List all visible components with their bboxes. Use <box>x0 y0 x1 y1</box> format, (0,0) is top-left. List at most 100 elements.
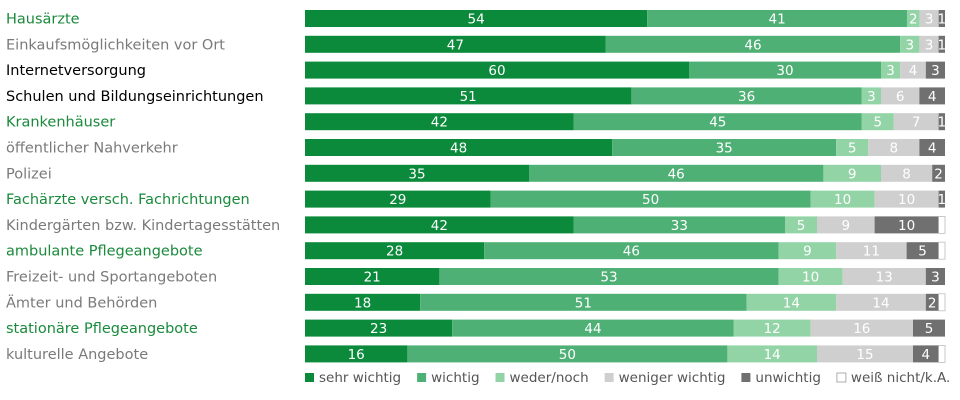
data-label: 29 <box>389 192 406 208</box>
data-label: 2 <box>909 12 918 28</box>
data-label: 51 <box>575 295 592 311</box>
bar-segment <box>817 345 913 363</box>
bar-segment <box>925 268 945 285</box>
bar-segment <box>647 10 907 27</box>
bar-segment <box>836 242 907 260</box>
data-label: 28 <box>386 244 403 260</box>
data-label: 45 <box>709 115 726 131</box>
bar-segment <box>778 268 843 285</box>
data-label: 15 <box>856 347 873 363</box>
bar-segment <box>874 190 939 208</box>
bar-segment <box>305 164 529 182</box>
data-label: 10 <box>834 192 851 208</box>
bar-segment <box>906 10 920 27</box>
legend-label: weder/noch <box>510 370 589 386</box>
bar-segment <box>746 293 837 311</box>
data-label: 14 <box>783 295 800 311</box>
bar-segment <box>573 216 785 234</box>
category-label: Ämter und Behörden <box>6 293 157 311</box>
data-label: 3 <box>906 37 915 53</box>
data-label: 23 <box>370 321 387 337</box>
data-label: 18 <box>354 295 371 311</box>
data-label: 3 <box>925 12 934 28</box>
data-label: 33 <box>671 218 688 234</box>
bar-segment <box>439 268 779 285</box>
bar-segment <box>861 113 894 131</box>
category-label: Schulen und Bildungseinrichtungen <box>6 89 264 105</box>
legend-label: unwichtig <box>755 370 821 386</box>
data-label: 1 <box>938 12 947 28</box>
bars: 54 41 2 3 147 46 3 3 160 30 3 4 351 36 3 6 442 45 5 7 148 35 5… <box>305 10 946 363</box>
bar-segment <box>913 319 945 337</box>
bar-segment <box>305 293 421 311</box>
data-label: 3 <box>931 63 940 79</box>
bar-segment <box>925 61 945 79</box>
category-label: Hausärzte <box>6 12 80 28</box>
data-label: 50 <box>642 192 659 208</box>
bar-segment <box>810 319 913 337</box>
data-label: 12 <box>764 321 781 337</box>
legend-label: weniger wichtig <box>619 370 726 386</box>
data-label: 4 <box>928 141 937 157</box>
legend-label: weiß nicht/k.A. <box>851 370 950 386</box>
data-label: 4 <box>922 347 931 363</box>
bar-segment <box>490 190 811 208</box>
data-label: 2 <box>934 166 943 182</box>
legend-swatch <box>604 373 614 382</box>
data-label: 60 <box>488 63 505 79</box>
data-label: 14 <box>872 295 889 311</box>
data-label: 5 <box>925 321 934 337</box>
legend-swatch <box>836 372 847 383</box>
bar-segment <box>836 139 869 156</box>
bar-segment <box>817 216 875 234</box>
bar-segment <box>938 215 946 234</box>
data-label: 1 <box>938 115 947 131</box>
category-label: ambulante Pflegeangebote <box>6 244 203 260</box>
data-label: 10 <box>802 270 819 286</box>
data-label: 35 <box>408 166 425 182</box>
bar-segment <box>919 35 939 53</box>
bar-segment <box>631 87 862 105</box>
data-label: 50 <box>559 347 576 363</box>
legend: sehr wichtig wichtig weder/noch weniger wic… <box>305 370 950 386</box>
bar-segment <box>893 113 939 131</box>
data-label: 21 <box>364 270 381 286</box>
data-label: 9 <box>803 244 812 260</box>
bar-segment <box>919 139 945 156</box>
bar-segment <box>529 164 824 182</box>
bar-segment <box>407 345 728 363</box>
bar-segment <box>900 35 920 53</box>
data-label: 8 <box>902 166 911 182</box>
bar-segment <box>823 164 881 182</box>
data-label: 46 <box>623 244 640 260</box>
data-label: 44 <box>584 321 601 337</box>
category-labels: Hausärzte Einkaufsmöglichkeiten vor Ort In… <box>6 12 280 363</box>
data-label: 5 <box>848 141 857 157</box>
bar-segment <box>938 10 945 27</box>
data-label: 16 <box>348 347 365 363</box>
bar-segment <box>305 139 613 156</box>
category-label: Kindergärten bzw. Kindertagesstätten <box>6 218 280 234</box>
data-label: 11 <box>863 244 880 260</box>
data-label: 2 <box>928 295 937 311</box>
data-label: 46 <box>668 166 685 182</box>
bar-segment <box>452 319 734 337</box>
bar-segment <box>573 113 862 131</box>
bar-segment <box>938 35 945 53</box>
data-label: 4 <box>909 63 918 79</box>
bar-segment <box>919 10 939 27</box>
legend-swatch <box>417 373 427 382</box>
data-label: 13 <box>876 270 893 286</box>
bar-segment <box>305 268 440 285</box>
bar-segment <box>305 113 574 131</box>
data-label: 36 <box>738 89 755 105</box>
category-label: Fachärzte versch. Fachrichtungen <box>6 192 250 208</box>
data-label: 35 <box>716 141 733 157</box>
category-label: Polizei <box>6 166 52 182</box>
bar-segment <box>919 87 945 105</box>
bar-segment <box>305 10 648 27</box>
legend-label: wichtig <box>431 370 479 386</box>
bar-segment <box>842 268 926 285</box>
data-label: 1 <box>938 37 947 53</box>
data-label: 8 <box>890 141 899 157</box>
